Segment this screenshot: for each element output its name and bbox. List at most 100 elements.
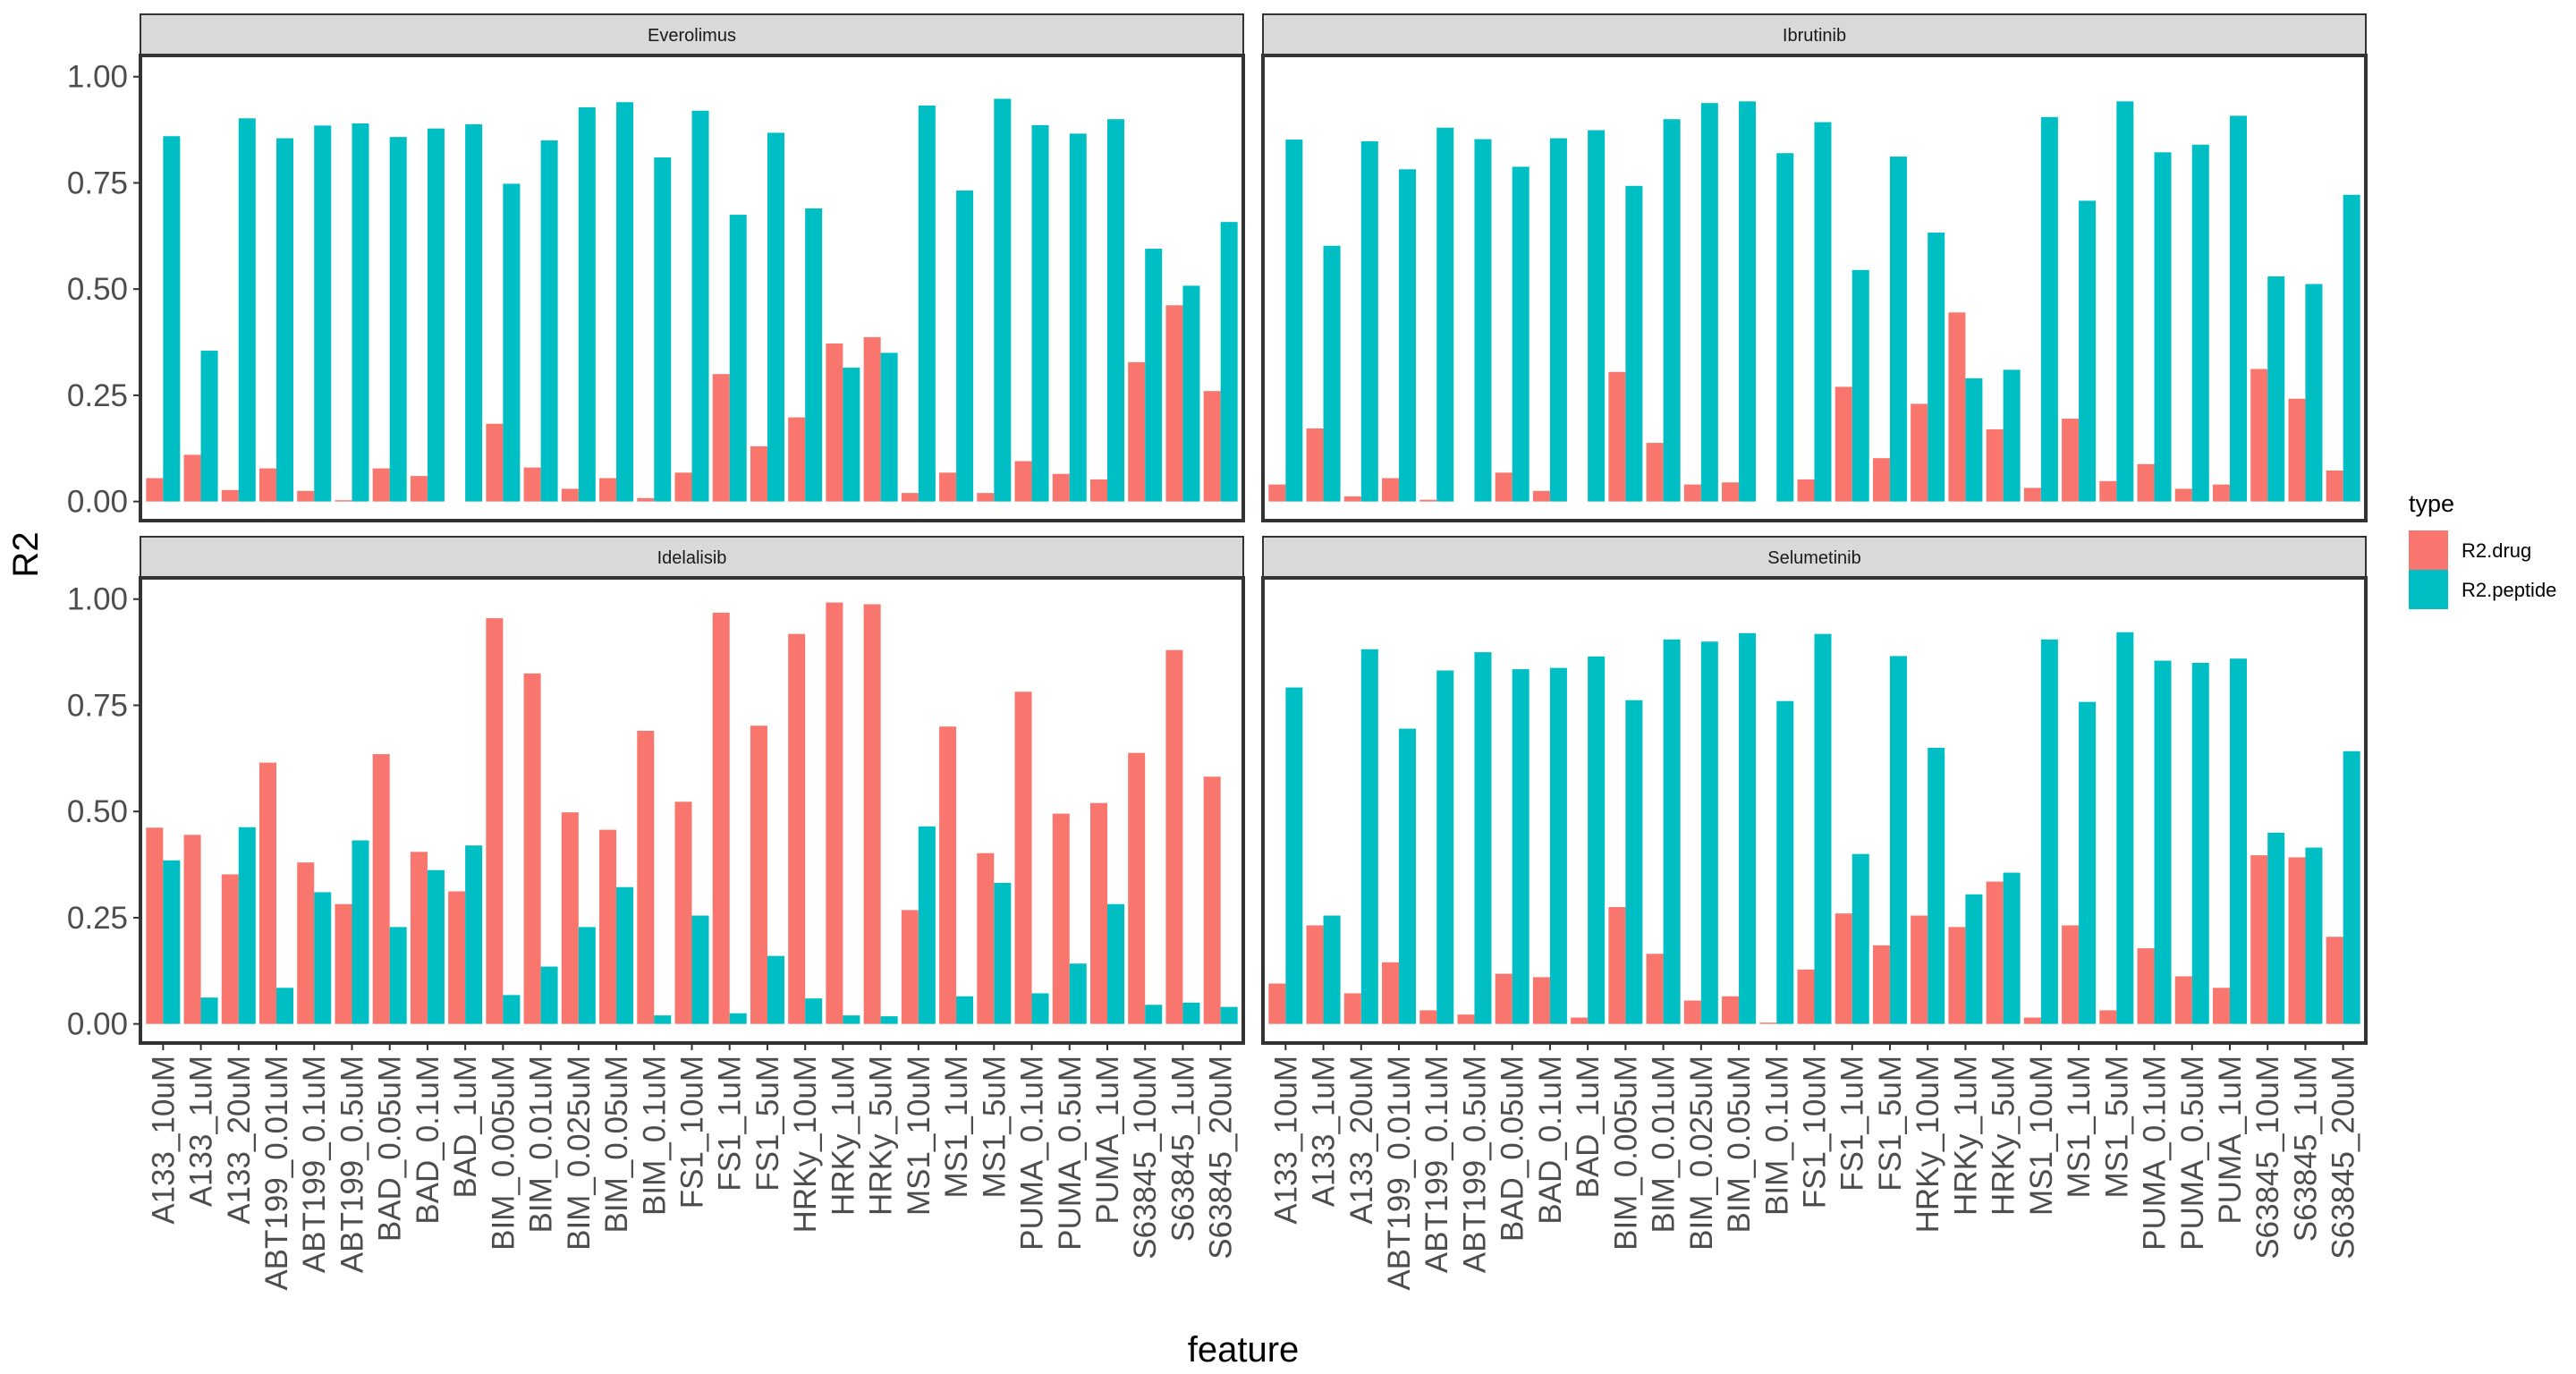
bar-idelalisib-r2-peptide-fs1-1um bbox=[729, 1013, 747, 1024]
bar-idelalisib-r2-peptide-bim-0-01um bbox=[540, 966, 558, 1024]
strip-title-ibrutinib: Ibrutinib bbox=[1783, 26, 1846, 46]
bar-selumetinib-r2-drug-s63845-10um bbox=[2250, 855, 2268, 1024]
bar-idelalisib-r2-peptide-abt199-0-01um bbox=[276, 988, 294, 1024]
bar-ibrutinib-r2-drug-bim-0-05um bbox=[1722, 482, 1740, 502]
x-tick-label-bad-1um: BAD_1uM bbox=[1571, 1056, 1606, 1199]
bar-selumetinib-r2-drug-bim-0-01um bbox=[1646, 954, 1664, 1024]
x-tick-label-abt199-0-01um: ABT199_0.01uM bbox=[259, 1056, 294, 1291]
bar-ibrutinib-r2-peptide-abt199-0-1um bbox=[1436, 127, 1454, 502]
bar-everolimus-r2-drug-fs1-1um bbox=[712, 374, 730, 502]
bar-idelalisib-r2-drug-bim-0-005um bbox=[486, 618, 504, 1024]
bar-idelalisib-r2-peptide-abt199-0-5um bbox=[352, 840, 369, 1024]
bar-ibrutinib-r2-drug-bim-0-025um bbox=[1683, 484, 1701, 502]
bar-idelalisib-r2-drug-bim-0-025um bbox=[561, 812, 579, 1024]
panel-ibrutinib: Ibrutinib bbox=[1261, 13, 2368, 522]
bar-selumetinib-r2-peptide-a133-10um bbox=[1285, 687, 1303, 1024]
bar-selumetinib-r2-peptide-puma-0-1um bbox=[2154, 660, 2172, 1024]
bar-selumetinib-r2-drug-bad-0-05um bbox=[1495, 973, 1513, 1024]
x-tick-label-a133-20um: A133_20uM bbox=[1344, 1056, 1379, 1225]
bar-ibrutinib-r2-drug-bim-0-005um bbox=[1608, 371, 1626, 502]
x-tick-label-puma-0-1um: PUMA_0.1uM bbox=[1015, 1056, 1050, 1251]
bar-idelalisib-r2-peptide-hrky-5um bbox=[880, 1016, 898, 1024]
bar-ibrutinib-r2-drug-a133-1um bbox=[1306, 428, 1324, 502]
x-tick-label-hrky-1um: HRKy_1uM bbox=[1948, 1056, 1983, 1216]
bar-idelalisib-r2-peptide-a133-1um bbox=[200, 997, 218, 1024]
x-tick-label-bim-0-05um: BIM_0.05uM bbox=[599, 1056, 634, 1233]
legend-label-drug: R2.drug bbox=[2462, 539, 2531, 562]
bar-selumetinib-r2-peptide-abt199-0-5um bbox=[1474, 652, 1492, 1024]
bar-ibrutinib-r2-drug-fs1-10um bbox=[1797, 479, 1815, 502]
bar-selumetinib-r2-peptide-abt199-0-1um bbox=[1436, 670, 1454, 1024]
bar-everolimus-r2-drug-s63845-20um bbox=[1203, 391, 1221, 502]
strip-title-everolimus: Everolimus bbox=[648, 26, 736, 46]
bar-everolimus-r2-drug-puma-0-1um bbox=[1014, 461, 1032, 502]
y-tick-label: 0.00 bbox=[67, 485, 128, 520]
bar-everolimus-r2-peptide-hrky-1um bbox=[843, 368, 860, 502]
bar-idelalisib-r2-peptide-puma-1um bbox=[1106, 903, 1124, 1024]
x-tick-label-bim-0-01um: BIM_0.01uM bbox=[524, 1056, 559, 1233]
x-tick-label-puma-1um: PUMA_1uM bbox=[2213, 1056, 2248, 1225]
bar-ibrutinib-r2-drug-bim-0-01um bbox=[1646, 443, 1664, 502]
bar-idelalisib-r2-drug-fs1-5um bbox=[750, 725, 767, 1024]
bar-everolimus-r2-peptide-puma-0-5um bbox=[1069, 133, 1087, 502]
bar-selumetinib-r2-drug-bad-1um bbox=[1571, 1017, 1589, 1024]
x-tick-label-a133-1um: A133_1uM bbox=[184, 1056, 219, 1207]
x-axis-title: feature bbox=[1188, 1330, 1300, 1370]
bar-idelalisib-r2-peptide-puma-0-5um bbox=[1069, 963, 1087, 1024]
x-tick-label-bim-0-025um: BIM_0.025uM bbox=[562, 1056, 597, 1251]
bar-everolimus-r2-peptide-bad-1um bbox=[465, 123, 483, 502]
x-tick-label-a133-10um: A133_10uM bbox=[1268, 1056, 1303, 1225]
x-tick-label-abt199-0-1um: ABT199_0.1uM bbox=[297, 1056, 332, 1273]
bar-ibrutinib-r2-drug-ms1-1um bbox=[2062, 419, 2080, 502]
x-tick-label-hrky-5um: HRKy_5uM bbox=[1987, 1056, 2021, 1216]
bar-everolimus-r2-peptide-bim-0-025um bbox=[578, 106, 596, 502]
bar-ibrutinib-r2-peptide-puma-0-1um bbox=[2154, 152, 2172, 502]
x-tick-label-abt199-0-5um: ABT199_0.5uM bbox=[335, 1056, 369, 1273]
bar-idelalisib-r2-drug-abt199-0-5um bbox=[335, 903, 352, 1024]
bar-everolimus-r2-peptide-ms1-5um bbox=[994, 98, 1012, 502]
bar-selumetinib-r2-peptide-bad-0-1um bbox=[1549, 667, 1567, 1024]
x-tick-label-fs1-1um: FS1_1uM bbox=[713, 1056, 748, 1192]
bar-selumetinib-r2-peptide-hrky-1um bbox=[1965, 894, 1983, 1024]
bar-idelalisib-r2-peptide-s63845-1um bbox=[1182, 1002, 1200, 1024]
bar-everolimus-r2-peptide-s63845-1um bbox=[1182, 285, 1200, 502]
x-tick-label-ms1-10um: MS1_10uM bbox=[2024, 1056, 2059, 1216]
bar-everolimus-r2-drug-ms1-5um bbox=[977, 493, 995, 502]
bar-selumetinib-r2-peptide-hrky-10um bbox=[1928, 747, 1945, 1024]
x-tick-label-bim-0-01um: BIM_0.01uM bbox=[1647, 1056, 1682, 1233]
bar-everolimus-r2-drug-bim-0-005um bbox=[486, 423, 504, 502]
y-tick-label: 0.50 bbox=[67, 272, 128, 307]
x-tick-label-fs1-10um: FS1_10uM bbox=[1798, 1056, 1833, 1209]
bar-ibrutinib-r2-drug-abt199-0-1um bbox=[1419, 499, 1437, 502]
bar-everolimus-r2-peptide-bim-0-01um bbox=[540, 140, 558, 502]
bar-selumetinib-r2-drug-hrky-1um bbox=[1948, 927, 1966, 1024]
bar-everolimus-r2-peptide-bim-0-005um bbox=[503, 183, 521, 502]
x-tick-label-a133-1um: A133_1uM bbox=[1307, 1056, 1342, 1207]
legend-swatch-peptide bbox=[2409, 570, 2448, 609]
bar-idelalisib-r2-peptide-s63845-10um bbox=[1145, 1005, 1163, 1024]
bar-ibrutinib-r2-drug-s63845-1um bbox=[2288, 398, 2306, 502]
bar-selumetinib-r2-peptide-bad-0-05um bbox=[1512, 669, 1530, 1024]
bar-ibrutinib-r2-peptide-bim-0-01um bbox=[1663, 119, 1681, 502]
bar-selumetinib-r2-peptide-a133-20um bbox=[1360, 649, 1378, 1024]
bar-ibrutinib-r2-peptide-a133-10um bbox=[1285, 140, 1303, 502]
x-tick-label-hrky-10um: HRKy_10uM bbox=[1911, 1056, 1945, 1233]
bar-ibrutinib-r2-peptide-fs1-1um bbox=[1852, 269, 1869, 502]
bar-idelalisib-r2-drug-fs1-1um bbox=[712, 612, 730, 1024]
bar-idelalisib-r2-drug-bim-0-1um bbox=[637, 730, 655, 1024]
strip-title-idelalisib: Idelalisib bbox=[657, 548, 727, 568]
x-tick-label-s63845-1um: S63845_1uM bbox=[2288, 1056, 2323, 1242]
bar-everolimus-r2-peptide-ms1-10um bbox=[918, 106, 936, 502]
bar-idelalisib-r2-drug-bad-0-05um bbox=[372, 754, 390, 1024]
bar-everolimus-r2-drug-puma-1um bbox=[1089, 479, 1107, 502]
bar-everolimus-r2-peptide-a133-1um bbox=[200, 351, 218, 502]
bar-idelalisib-r2-drug-s63845-1um bbox=[1165, 649, 1183, 1024]
y-tick-label: 0.50 bbox=[67, 794, 128, 829]
bar-ibrutinib-r2-peptide-a133-20um bbox=[1360, 140, 1378, 502]
bar-ibrutinib-r2-peptide-ms1-5um bbox=[2116, 101, 2134, 502]
bar-idelalisib-r2-peptide-fs1-10um bbox=[691, 915, 709, 1024]
x-tick-label-bad-0-05um: BAD_0.05uM bbox=[1496, 1056, 1530, 1242]
bar-selumetinib-r2-drug-a133-20um bbox=[1343, 993, 1361, 1024]
bar-ibrutinib-r2-drug-ms1-5um bbox=[2099, 480, 2117, 502]
bar-idelalisib-r2-drug-hrky-5um bbox=[863, 604, 881, 1024]
